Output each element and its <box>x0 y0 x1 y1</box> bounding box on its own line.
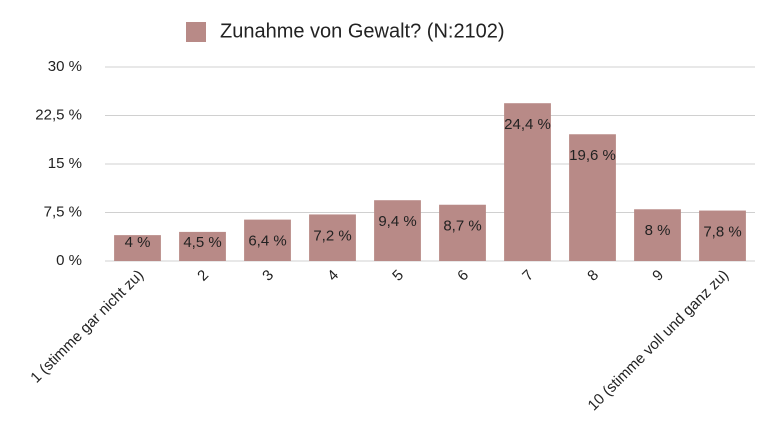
x-tick-label: 4 <box>324 267 342 285</box>
value-label: 8,7 % <box>443 218 481 235</box>
x-tick-label: 9 <box>649 267 667 285</box>
value-label: 9,4 % <box>378 213 416 230</box>
x-tick-label: 7 <box>519 267 537 285</box>
value-label: 4 % <box>125 234 151 251</box>
value-label: 6,4 % <box>248 233 286 250</box>
bar <box>374 200 421 261</box>
value-label: 24,4 % <box>504 116 551 133</box>
y-tick-label: 15 % <box>48 155 82 172</box>
value-label: 19,6 % <box>569 147 616 164</box>
value-label: 4,5 % <box>183 234 221 251</box>
bar <box>569 134 616 261</box>
bar <box>504 103 551 261</box>
x-tick-label: 8 <box>584 267 602 285</box>
legend-swatch <box>186 22 206 42</box>
bar <box>244 219 291 261</box>
bar <box>439 204 486 261</box>
x-tick-label: 1 (stimme gar nicht zu) <box>27 267 147 387</box>
value-label: 7,2 % <box>313 227 351 244</box>
value-label: 8 % <box>645 222 671 239</box>
y-tick-label: 0 % <box>56 252 82 269</box>
x-tick-label: 3 <box>259 267 277 285</box>
bar <box>179 231 226 261</box>
x-tick-label: 10 (stimme voll und ganz zu) <box>585 267 733 415</box>
x-tick-label: 2 <box>194 267 212 285</box>
bar <box>114 235 161 261</box>
y-tick-label: 22,5 % <box>35 106 82 123</box>
bar <box>309 214 356 261</box>
bar <box>699 210 746 261</box>
y-tick-label: 7,5 % <box>44 203 82 220</box>
legend-label: Zunahme von Gewalt? (N:2102) <box>220 20 505 42</box>
value-label: 7,8 % <box>703 224 741 241</box>
x-tick-label: 5 <box>389 267 407 285</box>
y-tick-label: 30 % <box>48 58 82 75</box>
x-tick-label: 6 <box>454 267 472 285</box>
bar <box>634 209 681 261</box>
